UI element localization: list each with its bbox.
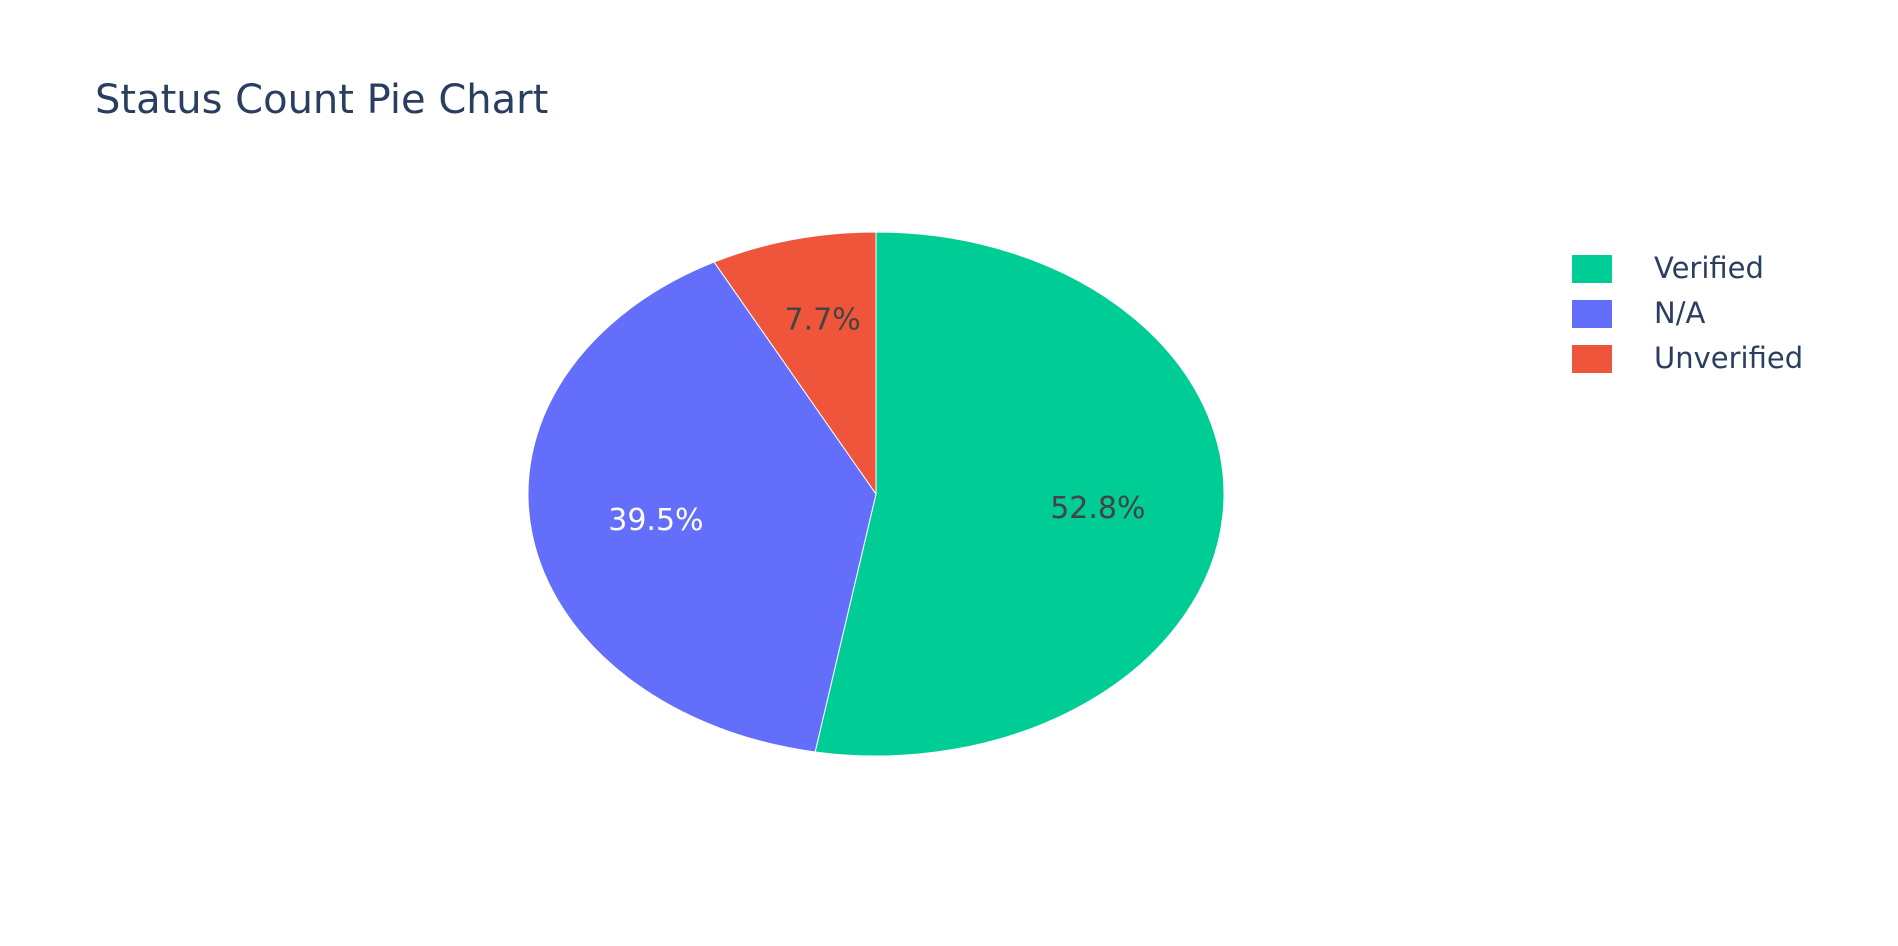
legend-label: Verified: [1654, 251, 1764, 285]
pie-slice-label: 39.5%: [608, 503, 703, 538]
legend-label: N/A: [1654, 296, 1705, 330]
pie-slice-labels: 52.8% 39.5% 7.7%: [608, 303, 1145, 538]
legend-swatch: [1572, 255, 1612, 283]
pie-slice-n-a[interactable]: [527, 261, 877, 753]
pie-slice-unverified[interactable]: [713, 231, 877, 496]
legend-label: Unverified: [1654, 341, 1803, 375]
legend-swatch: [1572, 300, 1612, 328]
legend-swatch: [1572, 345, 1612, 373]
pie-slices: [527, 231, 1225, 757]
pie-slice-label: 52.8%: [1050, 491, 1145, 526]
legend[interactable]: Verified N/A Unverified: [1572, 251, 1803, 375]
legend-item-n-a[interactable]: N/A: [1572, 296, 1705, 330]
pie-slice-label: 7.7%: [785, 303, 861, 338]
legend-item-verified[interactable]: Verified: [1572, 251, 1764, 285]
chart-title: Status Count Pie Chart: [95, 77, 548, 123]
legend-item-unverified[interactable]: Unverified: [1572, 341, 1803, 375]
pie-slice-verified[interactable]: [814, 231, 1225, 757]
